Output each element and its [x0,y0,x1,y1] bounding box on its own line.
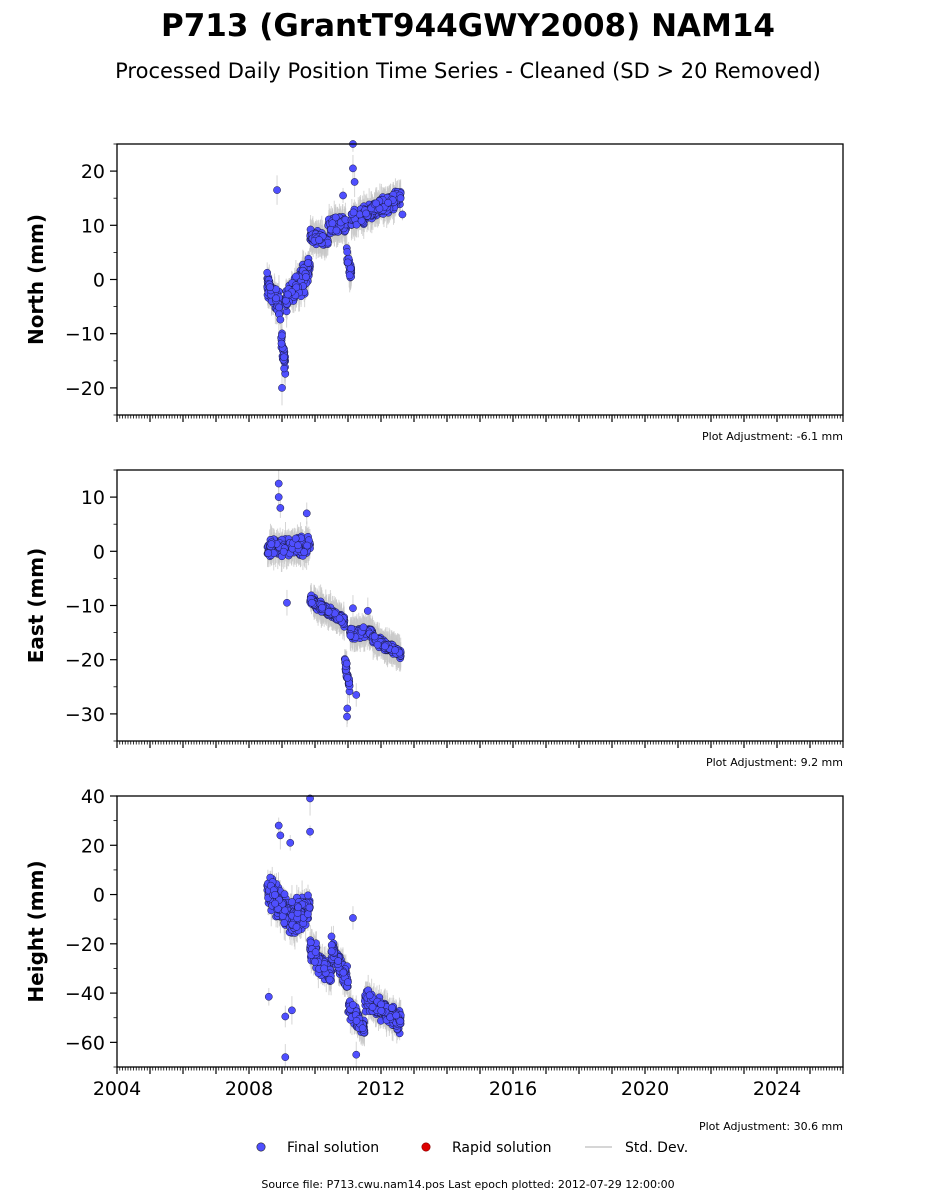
final-solution-point [267,540,276,548]
final-solution-point [274,479,283,488]
final-solution-point [307,598,316,607]
final-solution-point [272,294,280,303]
final-solution-point [346,631,355,640]
y-tick-label: 10 [81,487,105,509]
final-solution-point [264,549,273,558]
final-solution-point [278,384,286,392]
final-solution-point [315,236,323,244]
final-solution-point [384,198,392,207]
figure-title: P713 (GrantT944GWY2008) NAM14 [161,8,775,44]
final-solution-point [294,541,302,550]
final-solution-point [362,209,370,218]
final-solution-point [276,315,285,324]
y-axis-label: North (mm) [24,214,48,345]
y-axis-label: East (mm) [24,548,48,664]
final-solution-point [292,272,300,281]
y-tick-label: 10 [81,215,105,237]
final-solution-point [304,259,312,267]
final-solution-point [280,364,288,373]
final-solution-point [318,603,327,612]
final-solution-point [302,273,310,281]
final-solution-point [372,199,380,208]
y-tick-label: −20 [65,378,105,400]
final-solution-point [303,541,312,550]
final-solution-point [331,213,340,222]
y-tick-label: −20 [65,650,105,672]
final-solution-point [391,646,399,655]
y-tick-label: 20 [81,161,105,183]
y-tick-label: −10 [65,596,105,618]
final-solution-point [300,548,309,556]
final-solution-point [291,534,300,543]
plot-adjustment: Plot Adjustment: -6.1 mm [702,430,843,443]
plot-adjustment: Plot Adjustment: 9.2 mm [706,756,843,769]
final-solution-point [277,339,286,348]
final-solution-point [328,219,337,228]
final-solution-point [273,186,281,194]
y-tick-label: −10 [65,324,105,346]
final-solution-point [283,598,291,607]
final-solution-point [363,607,372,615]
final-solution-point [343,248,352,256]
final-solution-point [370,632,379,641]
final-solution-point [276,504,285,512]
final-solution-point [343,712,351,721]
final-solution-point [345,271,354,280]
final-solution-point [332,226,341,235]
final-solution-point [284,290,292,299]
final-solution-point [343,673,352,682]
y-tick-label: 0 [93,270,105,292]
final-solution-point [352,691,361,699]
final-solution-point [339,191,347,200]
final-solution-point [396,194,405,203]
final-solution-point [278,331,286,340]
y-tick-label: 0 [93,541,105,563]
final-solution-point [266,283,274,292]
final-solution-point [343,258,352,267]
final-solution-point [349,604,357,613]
plot-frame [116,469,844,742]
east-panel: −30 −20 −10 0 10 East (mm) Plot Adjustment: 9.… [24,469,844,769]
final-solution-point [381,642,389,651]
north-panel: −20 −10 0 10 20 North (mm) Plot Adjustment: -6… [24,140,844,443]
final-solution-point [398,210,407,219]
figure-subtitle: Processed Daily Position Time Series - C… [115,59,821,83]
final-solution-point [349,164,357,173]
final-solution-point [343,704,352,713]
final-solution-point [274,493,283,501]
final-solution-point [349,208,358,217]
final-solution-point [373,640,382,649]
plot-frame [116,143,844,416]
final-solution-point [342,659,351,668]
final-solution-point [350,178,359,186]
final-solution-point [263,268,272,277]
final-solution-point [275,303,283,312]
final-solution-point [280,353,288,362]
y-tick-label: −30 [65,704,105,726]
final-solution-point [324,607,333,616]
final-solution-point [302,509,311,518]
final-solution-point [279,547,288,556]
final-solution-point [359,623,368,632]
